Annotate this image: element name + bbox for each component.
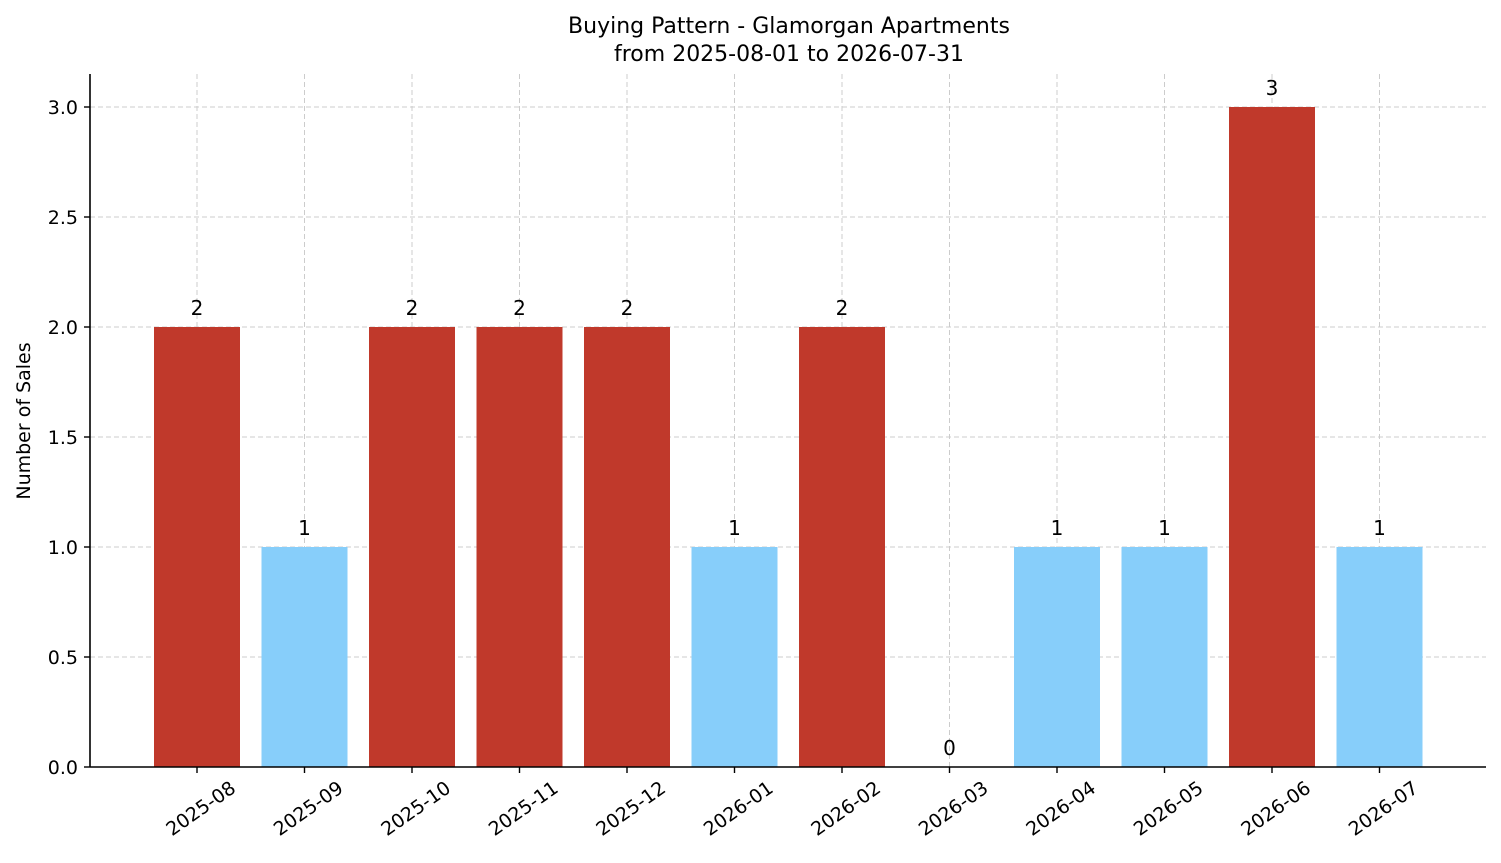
bar — [261, 547, 348, 767]
bars — [154, 107, 1423, 767]
bar-value-label: 2 — [836, 296, 849, 320]
y-tick-label: 3.0 — [48, 97, 78, 119]
chart-title: Buying Pattern - Glamorgan Apartments — [568, 14, 1010, 39]
bar — [369, 327, 455, 767]
x-tick-label: 2026-02 — [807, 777, 885, 841]
x-tick-label: 2025-10 — [377, 777, 455, 841]
x-tick-label: 2026-04 — [1022, 777, 1100, 841]
bar — [154, 327, 240, 767]
bar — [1336, 547, 1423, 767]
y-axis-label: Number of Sales — [13, 342, 35, 499]
x-tick-label: 2025-08 — [162, 777, 240, 841]
bar — [1121, 547, 1208, 767]
bar — [1229, 107, 1315, 767]
x-tick-label: 2025-09 — [270, 777, 348, 841]
x-tick-label: 2026-01 — [700, 777, 778, 841]
bar — [584, 327, 670, 767]
x-tick-label: 2025-12 — [592, 777, 670, 841]
data-labels: 2 1 2 2 2 1 2 0 1 1 3 1 — [191, 76, 1386, 760]
y-tick-label: 1.0 — [48, 537, 78, 559]
bar-value-label: 3 — [1266, 76, 1279, 100]
y-tick-label: 0.5 — [48, 647, 78, 669]
bar-value-label: 1 — [1051, 516, 1064, 540]
x-tick-label: 2025-11 — [485, 777, 563, 841]
bar-value-label: 2 — [513, 296, 526, 320]
y-tick-label: 0.0 — [48, 757, 78, 779]
bar-value-label: 1 — [1373, 516, 1386, 540]
x-tick-label: 2026-06 — [1237, 777, 1315, 841]
bar-value-label: 2 — [191, 296, 204, 320]
y-tick-label: 2.5 — [48, 207, 78, 229]
bar — [1014, 547, 1100, 767]
bar — [476, 327, 563, 767]
bar-value-label: 1 — [728, 516, 741, 540]
x-tick-label: 2026-07 — [1345, 777, 1423, 841]
bar-value-label: 1 — [1158, 516, 1171, 540]
x-tick-label: 2026-03 — [915, 777, 993, 841]
bar — [691, 547, 778, 767]
bar-value-label: 2 — [406, 296, 419, 320]
bar-value-label: 1 — [298, 516, 311, 540]
bar — [799, 327, 885, 767]
bar-value-label: 2 — [621, 296, 634, 320]
x-tick-label: 2026-05 — [1130, 777, 1208, 841]
y-tick-label: 2.0 — [48, 317, 78, 339]
y-tick-label: 1.5 — [48, 427, 78, 449]
chart-subtitle: from 2025-08-01 to 2026-07-31 — [614, 42, 964, 67]
bar-value-label: 0 — [943, 736, 956, 760]
